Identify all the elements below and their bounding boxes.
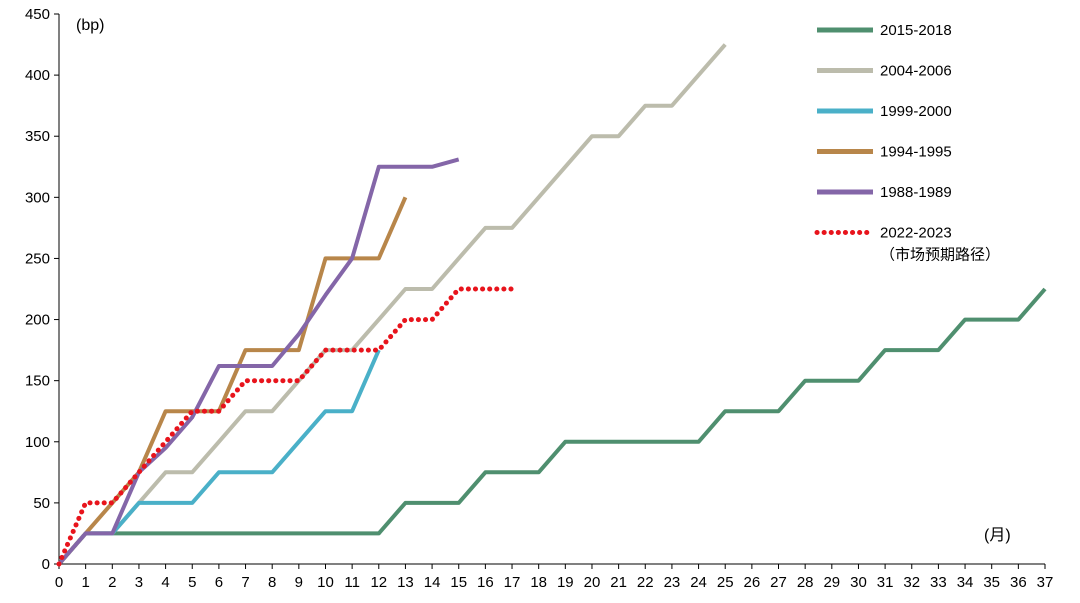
- legend-label: 2004-2006: [880, 63, 952, 80]
- y-tick-label: 300: [25, 189, 50, 206]
- x-tick-label: 24: [690, 574, 707, 591]
- x-tick-label: 25: [717, 574, 734, 591]
- x-tick-label: 18: [530, 574, 547, 591]
- series-line-2004-2006: [57, 43, 727, 566]
- x-tick-label: 13: [397, 574, 414, 591]
- legend-label: 1988-1989: [880, 184, 952, 201]
- x-tick-label: 16: [477, 574, 494, 591]
- x-tick-label: 6: [215, 574, 223, 591]
- x-tick-label: 30: [850, 574, 867, 591]
- legend-label: 1994-1995: [880, 144, 952, 161]
- x-tick-label: 35: [983, 574, 1000, 591]
- legend-label-note: （市场预期路径）: [880, 247, 1000, 264]
- x-tick-label: 20: [584, 574, 601, 591]
- y-tick-label: 100: [25, 434, 50, 451]
- series-lines: [56, 43, 1047, 567]
- x-tick-label: 8: [268, 574, 276, 591]
- x-tick-label: 4: [161, 574, 169, 591]
- legend-label: 2015-2018: [880, 22, 952, 39]
- x-tick-labels: 0 1 2 3 4 5 6 7 8 9 10 11 12 13 14 15 16 17 18 19 20 21 22 23 24…: [55, 564, 1054, 591]
- x-tick-label: 5: [188, 574, 196, 591]
- x-tick-label: 33: [930, 574, 947, 591]
- x-tick-label: 26: [744, 574, 761, 591]
- y-tick-label: 450: [25, 6, 50, 23]
- x-tick-label: 2: [108, 574, 116, 591]
- x-tick-label: 23: [664, 574, 681, 591]
- series-line-1988-1989: [57, 157, 460, 566]
- x-tick-label: 11: [344, 574, 360, 591]
- x-axis-unit-label: (月): [984, 527, 1011, 544]
- x-tick-label: 7: [241, 574, 249, 591]
- x-tick-label: 9: [295, 574, 303, 591]
- x-tick-label: 27: [770, 574, 787, 591]
- y-tick-label: 250: [25, 250, 50, 267]
- x-tick-label: 15: [450, 574, 467, 591]
- x-tick-label: 19: [557, 574, 574, 591]
- x-tick-label: 32: [903, 574, 920, 591]
- y-tick-label: 150: [25, 373, 50, 390]
- x-tick-label: 29: [823, 574, 840, 591]
- x-tick-label: 31: [877, 574, 894, 591]
- x-tick-label: 22: [637, 574, 654, 591]
- legend-label: 2022-2023: [880, 225, 952, 242]
- x-tick-label: 10: [317, 574, 334, 591]
- y-tick-labels: 0 50 100 150 200 250 300 350 400 450: [25, 6, 59, 573]
- x-tick-label: 37: [1037, 574, 1054, 591]
- axes: [58, 14, 1045, 565]
- series-line-2015-2018: [57, 287, 1047, 566]
- y-tick-label: 200: [25, 312, 50, 329]
- x-tick-label: 34: [957, 574, 974, 591]
- legend-label: 1999-2000: [880, 103, 952, 120]
- y-tick-label: 400: [25, 67, 50, 84]
- x-tick-label: 1: [81, 574, 89, 591]
- x-tick-label: 17: [504, 574, 521, 591]
- y-tick-label: 0: [42, 556, 50, 573]
- x-tick-label: 36: [1010, 574, 1027, 591]
- x-tick-label: 12: [370, 574, 387, 591]
- x-tick-label: 0: [55, 574, 63, 591]
- y-axis-unit-label: (bp): [76, 17, 104, 34]
- x-tick-label: 28: [797, 574, 814, 591]
- x-tick-label: 14: [424, 574, 441, 591]
- y-tick-label: 50: [33, 495, 50, 512]
- x-tick-label: 3: [135, 574, 143, 591]
- x-tick-label: 21: [610, 574, 627, 591]
- legend: 2015-2018 2004-2006 1999-2000 1994-1995 1988…: [814, 22, 1000, 264]
- series-line-2022-2023: [56, 286, 515, 567]
- y-tick-label: 350: [25, 128, 50, 145]
